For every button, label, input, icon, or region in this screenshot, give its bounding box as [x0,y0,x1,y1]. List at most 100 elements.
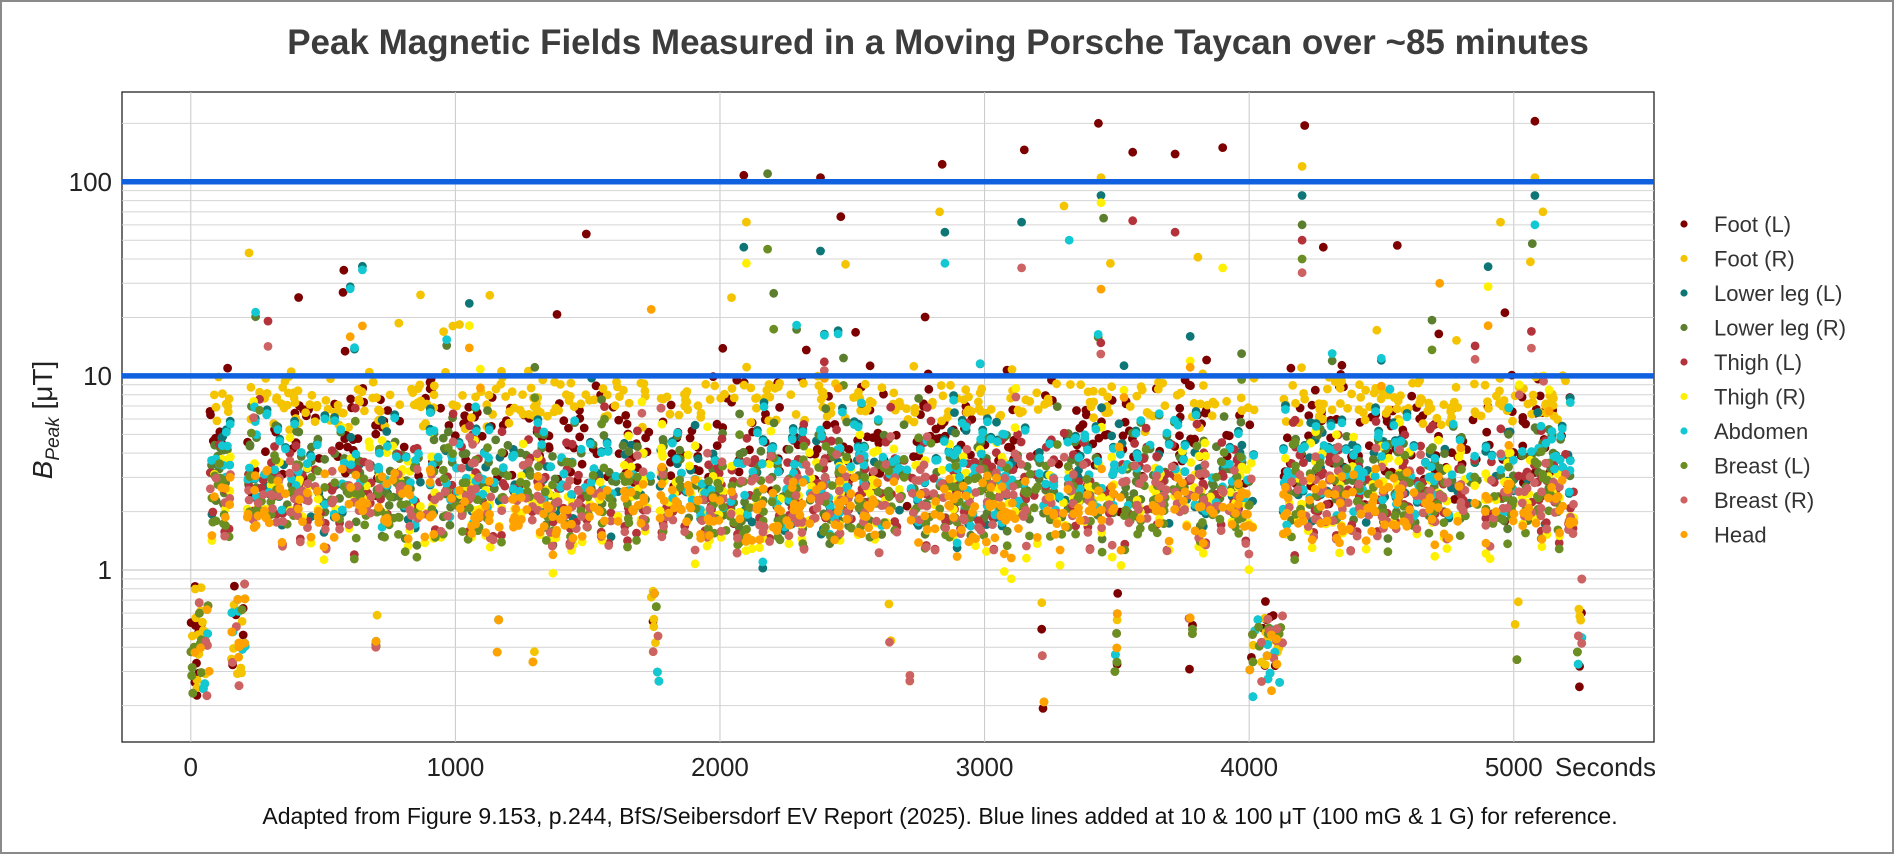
data-point [537,440,547,449]
data-point [1226,502,1235,512]
data-point [301,408,310,417]
data-point [899,473,909,482]
data-point [968,507,977,517]
data-point [1194,469,1204,479]
legend-item: Breast (L) [1680,454,1811,479]
data-point [606,532,616,542]
data-point [310,417,320,426]
data-point [1154,518,1164,528]
data-point [238,630,248,640]
legend-label: Head [1714,523,1767,548]
data-point [1033,405,1043,414]
data-point [1436,420,1446,430]
legend-marker [1680,530,1688,539]
data-point [1337,376,1347,386]
data-point [1439,400,1449,410]
data-point [471,426,481,436]
data-point [1385,384,1395,394]
data-point [425,465,435,474]
data-point [187,663,197,672]
data-point [1132,391,1142,401]
data-point [1007,498,1017,508]
data-point [1425,486,1435,496]
data-point [429,435,439,445]
data-point [995,493,1004,502]
data-point [685,433,695,443]
data-point [789,505,799,515]
data-point [952,552,962,561]
data-point [958,458,968,468]
data-point [1267,630,1276,640]
data-point [1544,385,1554,395]
data-point [856,406,865,415]
data-point [1512,655,1522,664]
data-point [1482,427,1492,437]
data-point [1278,611,1287,621]
data-point [849,473,859,482]
data-point [1109,460,1119,470]
data-point [466,485,476,494]
data-point [1288,440,1298,449]
outlier-point [485,290,495,300]
data-point [680,527,690,537]
data-point [244,495,254,505]
data-point [522,505,532,514]
data-point [1200,408,1210,418]
data-point [374,405,383,415]
data-point [878,452,888,462]
data-point [1217,438,1227,447]
data-point [1371,443,1381,453]
data-point [491,384,501,394]
data-point [1108,489,1118,498]
data-point [1527,327,1536,336]
data-point [1219,412,1229,421]
data-point [717,434,727,444]
data-point [603,447,613,456]
data-point [869,498,879,508]
data-point [1086,402,1096,412]
data-point [1120,511,1129,520]
data-point [632,536,641,545]
data-point [530,393,540,403]
data-point [1384,405,1393,414]
data-point [574,486,583,496]
data-point [835,529,845,538]
data-point [1108,470,1117,479]
data-point [582,522,592,531]
data-point [485,542,495,552]
data-point [1248,523,1257,532]
data-point [636,518,646,528]
legend-item: Lower leg (R) [1680,316,1846,341]
data-point [377,436,387,445]
data-point [416,402,426,412]
data-point [620,493,630,503]
legend-label: Foot (R) [1714,247,1795,272]
data-point [351,449,361,459]
data-point [658,394,668,404]
data-point [1412,524,1422,534]
data-point [937,416,947,426]
data-point [416,290,425,300]
data-point [526,471,535,480]
data-point [588,471,598,480]
data-point [961,468,971,478]
data-point [712,441,722,450]
data-point [1537,542,1547,552]
data-point [508,484,518,494]
data-point [467,529,477,538]
data-point [1239,522,1249,531]
data-point [1315,458,1325,468]
data-point [1395,445,1405,455]
data-point [1189,398,1199,408]
data-point [350,343,359,352]
data-point [974,404,984,414]
data-point [677,505,686,515]
data-point [586,486,595,495]
data-point [1424,398,1433,408]
data-point [439,327,448,336]
data-point [1481,469,1491,479]
data-point [820,473,830,482]
data-point [922,525,932,534]
data-point [1491,507,1501,516]
data-point [320,454,330,464]
